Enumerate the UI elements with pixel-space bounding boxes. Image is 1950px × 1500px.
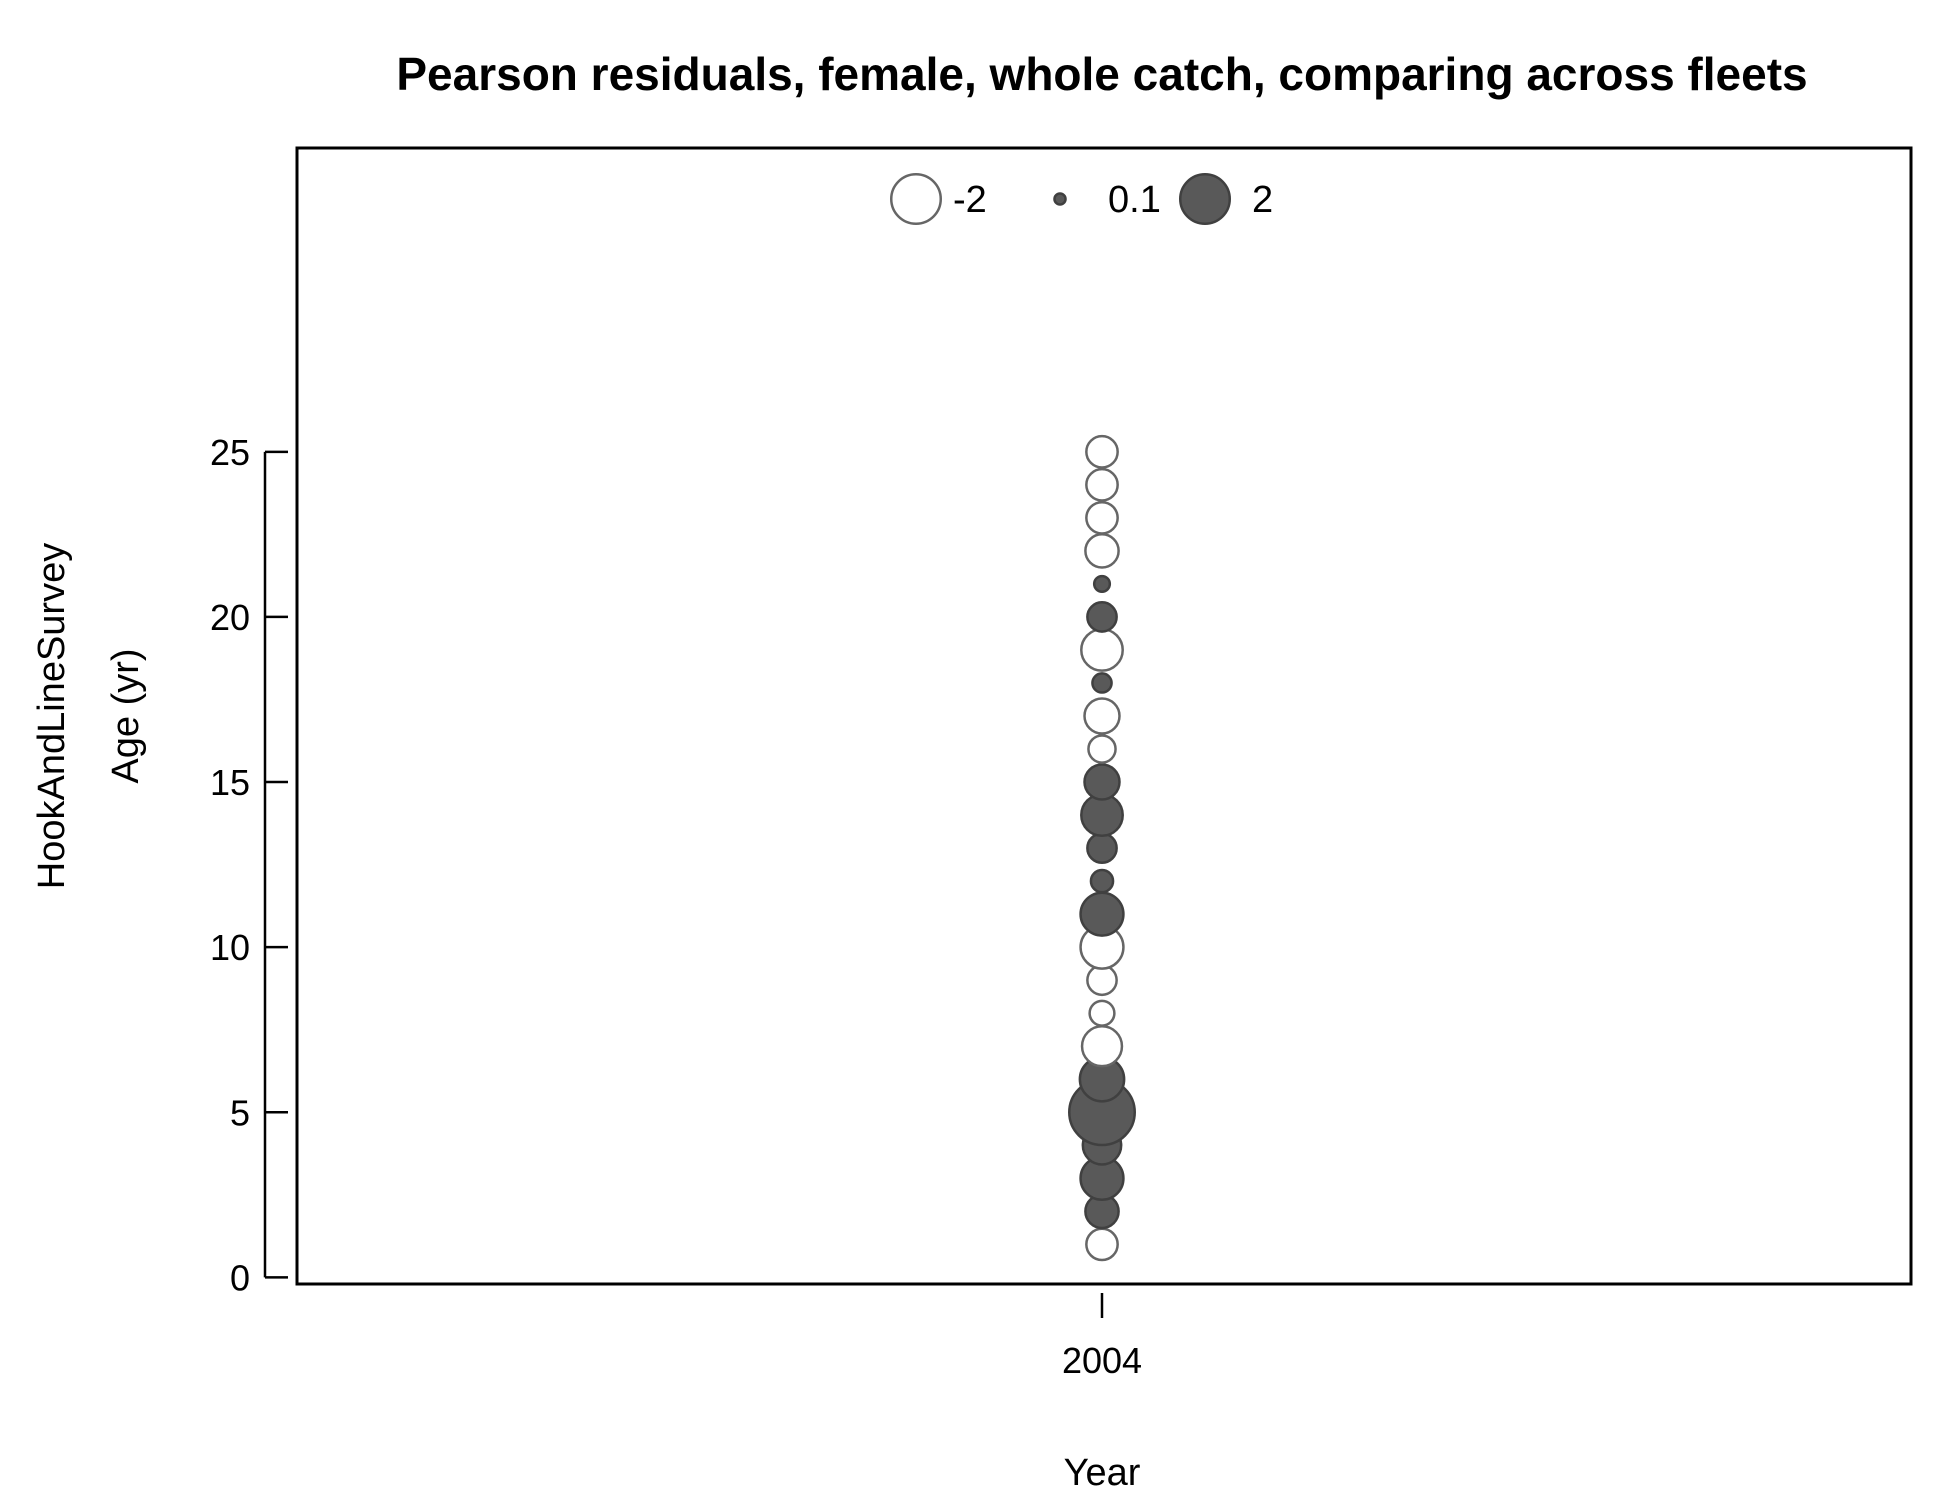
x-axis-label: Year: [1064, 1452, 1141, 1494]
bubble-age-23: [1085, 500, 1119, 535]
x-axis: 2004: [1062, 1293, 1142, 1381]
y-tick-label: 10: [210, 927, 250, 968]
bubble-age-19: [1080, 627, 1124, 672]
bubble-age-17: [1083, 697, 1121, 735]
bubble-age-7: [1080, 1025, 1124, 1068]
plot-frame: [295, 146, 1913, 1286]
bubble-age-20: [1086, 601, 1118, 633]
legend-label: 2: [1252, 179, 1273, 221]
x-tick-label: 2004: [1062, 1340, 1142, 1381]
bubble-age-15: [1083, 763, 1121, 801]
bubble-age-11: [1079, 891, 1125, 937]
legend-symbol: [1053, 192, 1067, 206]
legend-symbol: [890, 173, 942, 225]
legend-symbol: [1179, 173, 1231, 225]
fleet-label: HookAndLineSurvey: [31, 543, 73, 889]
bubble-age-8: [1088, 999, 1116, 1027]
bubble-age-21: [1092, 574, 1112, 593]
legend-label: -2: [953, 179, 987, 221]
bubble-age-12: [1089, 868, 1115, 894]
bubble-age-22: [1084, 533, 1120, 569]
legend-label: 0.1: [1108, 179, 1161, 221]
bubble-age-13: [1086, 832, 1118, 864]
y-axis-label: Age (yr): [105, 648, 147, 783]
legend: -2 0.1 2: [890, 173, 1273, 225]
bubble-age-24: [1085, 467, 1119, 502]
y-tick-label: 20: [210, 597, 250, 638]
bubble-series: [1068, 434, 1136, 1262]
bubble-age-18: [1091, 672, 1113, 694]
bubble-age-25: [1085, 434, 1119, 469]
y-axis: 0 5 10 15 20 25: [210, 432, 288, 1298]
bubble-age-1: [1085, 1227, 1119, 1262]
y-tick-label: 15: [210, 762, 250, 803]
y-tick-label: 0: [230, 1257, 250, 1298]
bubble-age-9: [1086, 964, 1118, 997]
y-tick-label: 5: [230, 1092, 250, 1133]
y-tick-label: 25: [210, 432, 250, 473]
bubble-age-16: [1087, 734, 1117, 764]
chart-title: Pearson residuals, female, whole catch, …: [396, 48, 1807, 100]
